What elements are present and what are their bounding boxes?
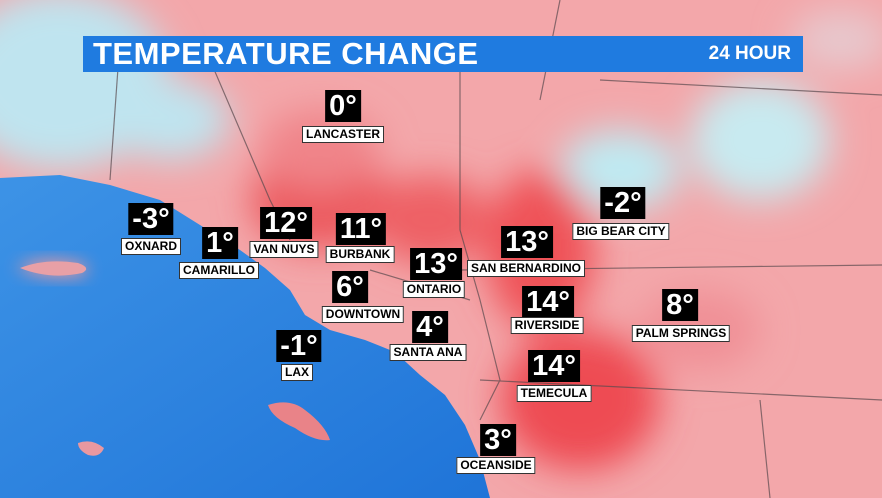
temperature-change: -1° [276, 330, 322, 362]
city-name: ONTARIO [402, 281, 466, 298]
temperature-change: 12° [260, 207, 312, 239]
temperature-change: 4° [412, 311, 448, 343]
temperature-change: 14° [528, 350, 580, 382]
city-name: VAN NUYS [249, 241, 319, 258]
city-name: RIVERSIDE [510, 317, 584, 334]
city-name: CAMARILLO [179, 262, 259, 279]
temperature-change: -3° [128, 203, 174, 235]
city-name: BIG BEAR CITY [572, 223, 670, 240]
temperature-change: 1° [202, 227, 238, 259]
city-name: TEMECULA [516, 385, 592, 402]
subtitle: 24 HOUR [708, 43, 791, 64]
city-name: BURBANK [325, 246, 395, 263]
title-banner: TEMPERATURE CHANGE 24 HOUR [83, 36, 803, 72]
temperature-change: 11° [335, 213, 387, 245]
temperature-change: 8° [662, 289, 698, 321]
temperature-change: 0° [325, 90, 361, 122]
city-name: SAN BERNARDINO [466, 260, 586, 277]
temperature-change: 13° [501, 226, 553, 258]
title: TEMPERATURE CHANGE [93, 36, 479, 71]
temperature-change: 14° [522, 286, 574, 318]
temperature-change: 6° [332, 271, 368, 303]
city-name: DOWNTOWN [321, 306, 405, 323]
city-name: LANCASTER [302, 126, 384, 143]
city-name: OCEANSIDE [456, 457, 536, 474]
city-name: OXNARD [120, 238, 182, 255]
temperature-change: -2° [600, 187, 646, 219]
city-name: SANTA ANA [389, 344, 467, 361]
city-name: LAX [281, 364, 313, 381]
city-name: PALM SPRINGS [631, 325, 731, 342]
temperature-change: 3° [480, 424, 516, 456]
temperature-change: 13° [410, 248, 462, 280]
